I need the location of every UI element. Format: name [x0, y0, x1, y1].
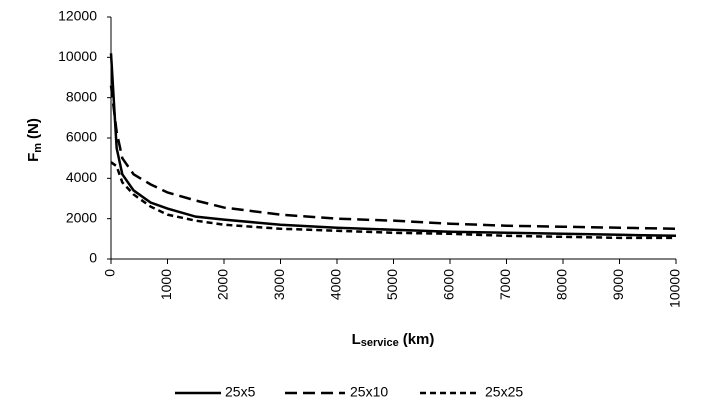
legend-label: 25x10	[350, 384, 388, 400]
y-axis-label: Fm (N)	[25, 118, 44, 162]
series-line	[109, 85, 677, 230]
x-label-unit: (km)	[403, 331, 435, 348]
x-label-subscript: service	[361, 337, 399, 349]
y-tick-label: 0	[89, 250, 97, 266]
x-axis-label: Lservice (km)	[352, 331, 435, 349]
x-tick-label: 5000	[384, 269, 400, 300]
series-line	[109, 53, 677, 238]
x-label-symbol: L	[352, 331, 361, 348]
y-label-symbol: F	[25, 153, 42, 162]
x-tick-label: 1000	[158, 269, 174, 300]
y-tick-label: 4000	[66, 169, 97, 185]
y-tick-label: 10000	[58, 48, 97, 64]
y-tick-label: 2000	[66, 209, 97, 225]
x-tick-label: 3000	[271, 269, 287, 300]
y-tick-label: 12000	[58, 8, 97, 24]
legend-label: 25x5	[225, 384, 256, 400]
x-tick-label: 9000	[610, 269, 626, 300]
x-tick-label: 2000	[215, 269, 231, 300]
y-tick-label: 8000	[66, 88, 97, 104]
series-line	[110, 161, 676, 240]
y-label-subscript: m	[32, 143, 44, 153]
x-tick-label: 10000	[667, 269, 683, 308]
y-tick-label: 6000	[66, 129, 97, 145]
x-tick-label: 6000	[441, 269, 457, 300]
legend-label: 25x25	[485, 384, 523, 400]
x-tick-label: 8000	[554, 269, 570, 300]
x-tick-label: 4000	[328, 269, 344, 300]
x-tick-label: 7000	[497, 269, 513, 300]
y-label-unit: (N)	[25, 118, 42, 139]
x-tick-label: 0	[102, 269, 118, 277]
